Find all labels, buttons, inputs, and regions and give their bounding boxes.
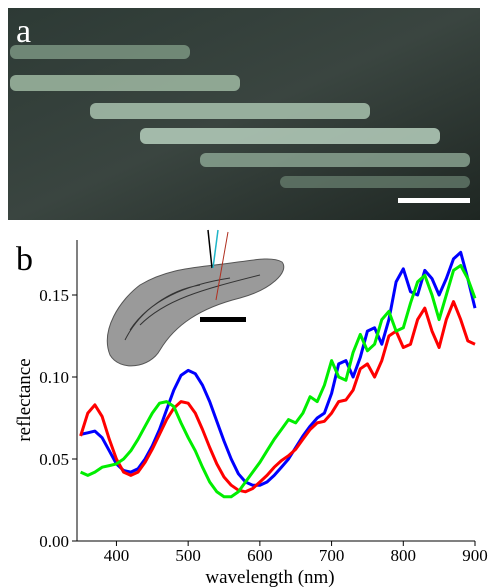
x-tick-label: 700 — [319, 546, 345, 565]
data-line — [79, 264, 477, 499]
micrograph: a — [8, 8, 480, 220]
x-tick-label: 900 — [462, 546, 488, 565]
x-tick-label: 500 — [175, 546, 201, 565]
data-line — [80, 250, 477, 487]
panel-label: a — [16, 13, 31, 50]
x-tick-label: 800 — [391, 546, 417, 565]
y-tick-label: 0.05 — [39, 450, 69, 469]
panel-label: b — [16, 241, 33, 278]
x-tick-label: 400 — [104, 546, 130, 565]
y-tick-label: 0.10 — [39, 368, 69, 387]
x-axis-title: wavelength (nm) — [205, 567, 334, 587]
inset — [106, 229, 285, 367]
y-axis-title: reflectance — [14, 358, 35, 441]
data-line — [79, 300, 476, 494]
x-tick-label: 600 — [247, 546, 273, 565]
y-tick-label: 0.15 — [39, 286, 69, 305]
y-tick-label: 0.00 — [39, 532, 69, 551]
